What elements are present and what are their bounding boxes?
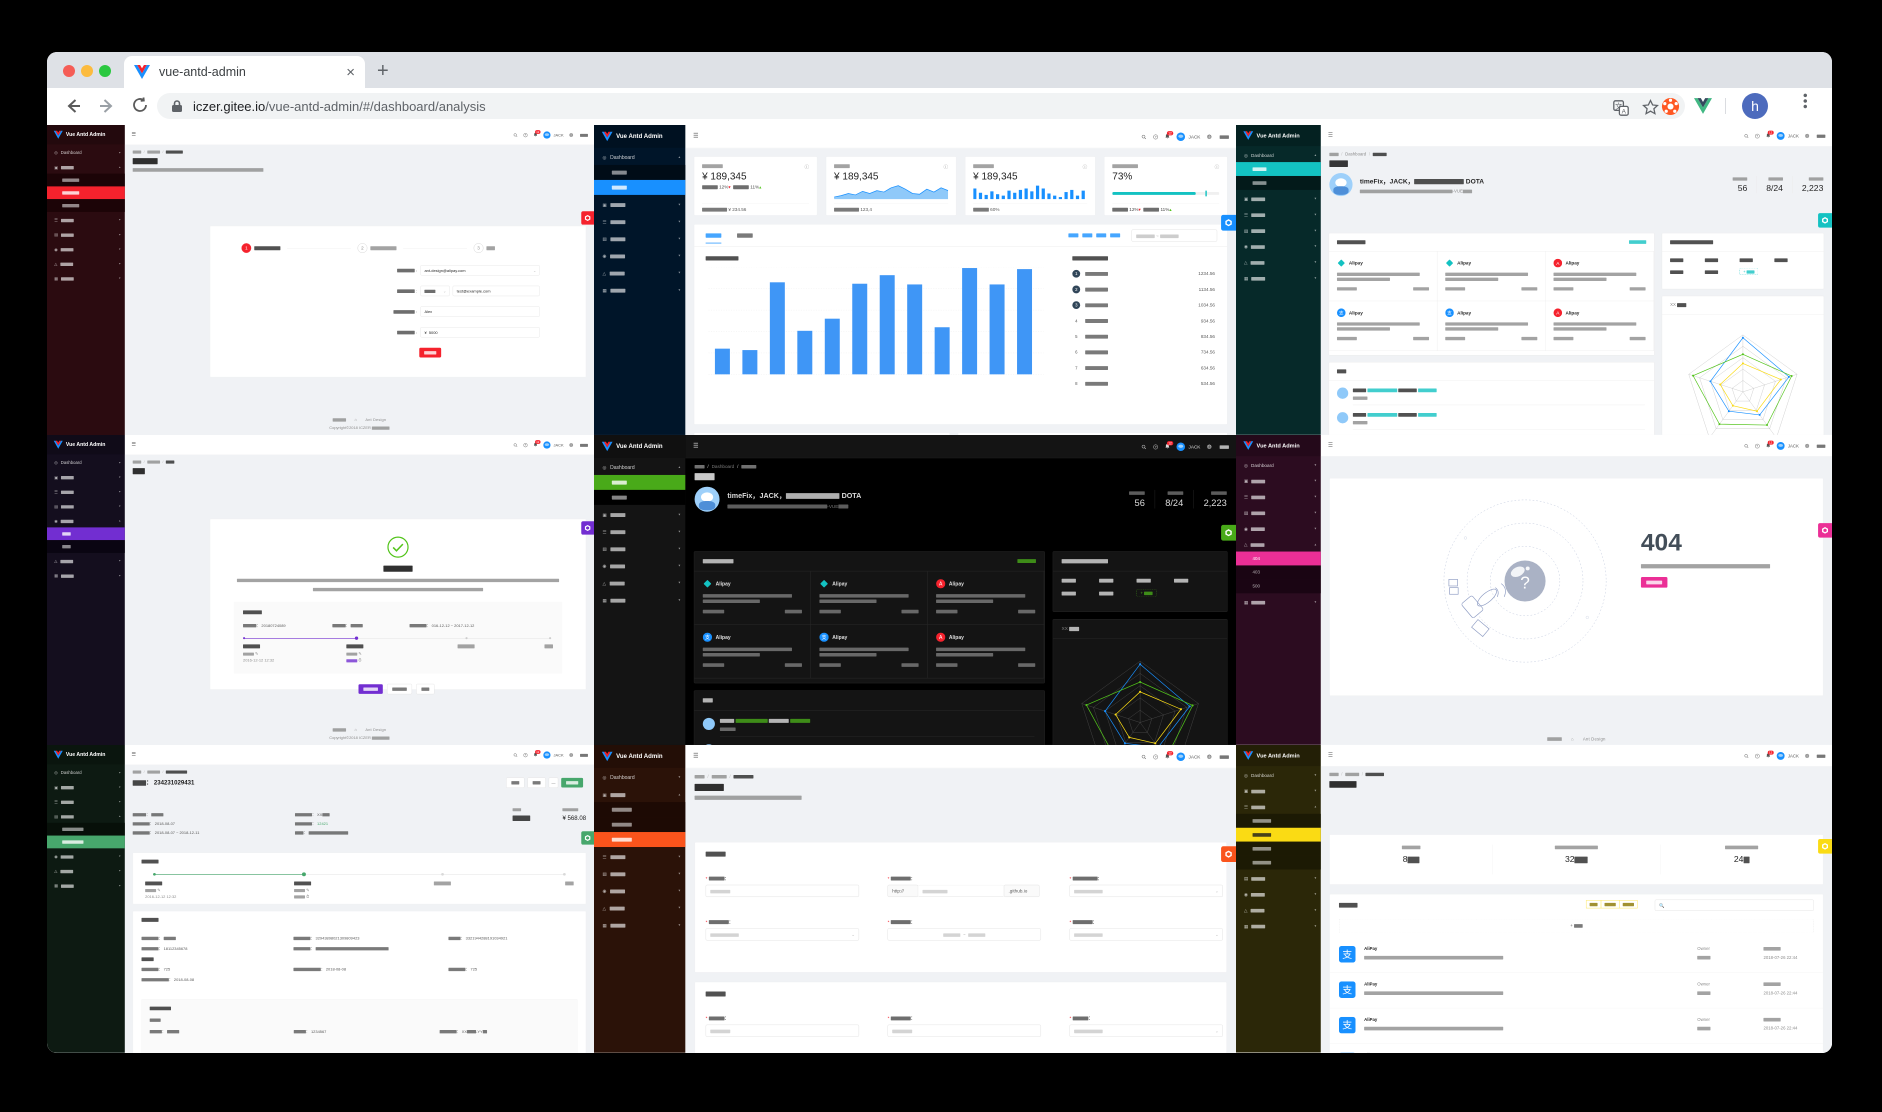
svg-text:?: ? bbox=[1756, 754, 1758, 758]
svg-text:支: 支 bbox=[1339, 309, 1344, 316]
svg-text:支: 支 bbox=[1342, 949, 1352, 961]
svg-text:A: A bbox=[1556, 310, 1560, 316]
svg-text:支: 支 bbox=[1342, 984, 1352, 996]
svg-text:支: 支 bbox=[822, 634, 827, 641]
svg-text:支: 支 bbox=[1342, 1020, 1352, 1032]
svg-text:?: ? bbox=[1520, 572, 1530, 592]
svg-text:?: ? bbox=[1155, 755, 1157, 759]
svg-text:A: A bbox=[1622, 109, 1627, 116]
svg-text:?: ? bbox=[1756, 134, 1758, 138]
svg-text:?: ? bbox=[525, 753, 527, 757]
svg-text:支: 支 bbox=[705, 634, 710, 641]
svg-text:?: ? bbox=[525, 443, 527, 447]
svg-text:?: ? bbox=[1155, 135, 1157, 139]
svg-text:?: ? bbox=[1155, 445, 1157, 449]
svg-text:A: A bbox=[939, 635, 943, 641]
svg-text:?: ? bbox=[525, 133, 527, 137]
svg-text:A: A bbox=[939, 582, 943, 588]
svg-text:文: 文 bbox=[1615, 102, 1622, 111]
svg-text:?: ? bbox=[1756, 444, 1758, 448]
svg-text:支: 支 bbox=[1447, 309, 1452, 316]
svg-text:A: A bbox=[1556, 261, 1560, 267]
